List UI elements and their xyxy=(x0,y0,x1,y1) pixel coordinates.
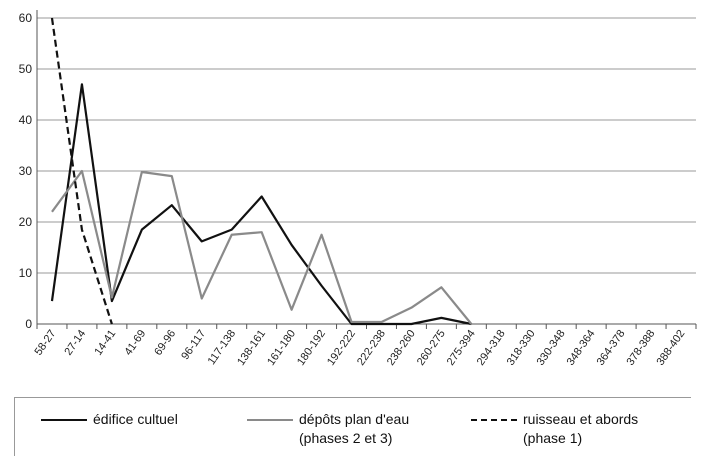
legend-swatch-edifice-cultuel xyxy=(41,419,87,421)
legend: édifice cultuel dépôts plan d'eau (phase… xyxy=(14,397,691,456)
x-tick-label: 180-192 xyxy=(295,328,328,368)
line-chart: 0 10 20 30 40 50 60 58-27 27-14 14-41 41-69 69-96 9… xyxy=(19,10,697,368)
y-tick-label: 60 xyxy=(19,11,33,25)
legend-swatch-ruisseau-et-abords xyxy=(471,419,517,421)
legend-swatch-depots-plan-deau xyxy=(247,419,293,421)
y-axis-tick-labels: 0 10 20 30 40 50 60 xyxy=(19,11,33,331)
y-tick-label: 20 xyxy=(19,215,33,229)
legend-item-ruisseau-et-abords: ruisseau et abords (phase 1) xyxy=(471,410,638,448)
x-tick-label: 192-222 xyxy=(325,328,358,368)
legend-label-depots-plan-deau: dépôts plan d'eau xyxy=(299,411,410,427)
y-tick-label: 40 xyxy=(19,113,33,127)
y-tick-label: 10 xyxy=(19,266,33,280)
x-tick-label: 260-275 xyxy=(415,328,448,368)
x-tick-label: 364-378 xyxy=(595,328,628,368)
x-tick-label: 14-41 xyxy=(92,328,118,358)
x-tick-label: 275-394 xyxy=(445,328,478,368)
legend-label-depots-plan-deau-line2: (phases 2 et 3) xyxy=(299,430,393,446)
x-tick-label: 138-161 xyxy=(235,328,268,368)
x-tick-label: 238-260 xyxy=(385,328,418,368)
legend-item-edifice-cultuel: édifice cultuel xyxy=(41,410,178,429)
x-tick-label: 348-364 xyxy=(565,328,598,368)
x-tick-label: 69-96 xyxy=(152,328,178,358)
x-tick-label: 330-348 xyxy=(535,328,568,368)
y-tick-label: 50 xyxy=(19,62,33,76)
series-line-depots-plan-d-eau xyxy=(51,169,473,325)
legend-label-ruisseau-et-abords: ruisseau et abords xyxy=(523,411,639,427)
series-lines xyxy=(50,17,473,326)
x-tick-label: 41-69 xyxy=(122,328,148,358)
x-tick-label: 294-318 xyxy=(475,328,508,368)
legend-item-depots-plan-deau: dépôts plan d'eau (phases 2 et 3) xyxy=(247,410,409,448)
x-tick-label: 161-180 xyxy=(265,328,298,368)
x-tick-label: 58-27 xyxy=(32,328,58,358)
axes xyxy=(36,10,697,329)
x-axis-tick-labels: 58-27 27-14 14-41 41-69 69-96 96-117117-13813… xyxy=(32,328,687,368)
x-tick-label: 378-388 xyxy=(625,328,658,368)
x-tick-label: 388-402 xyxy=(654,328,687,368)
legend-label-edifice-cultuel: édifice cultuel xyxy=(93,411,178,427)
x-tick-label: 27-14 xyxy=(62,328,88,358)
x-tick-label: 222-238 xyxy=(355,328,388,368)
gridlines xyxy=(37,17,696,274)
legend-label-ruisseau-et-abords-line2: (phase 1) xyxy=(523,430,583,446)
y-tick-label: 0 xyxy=(25,317,32,331)
x-tick-label: 318-330 xyxy=(505,328,538,368)
x-tick-label: 117-138 xyxy=(206,328,239,367)
x-tick-label: 96-117 xyxy=(179,328,208,362)
y-tick-label: 30 xyxy=(19,164,33,178)
